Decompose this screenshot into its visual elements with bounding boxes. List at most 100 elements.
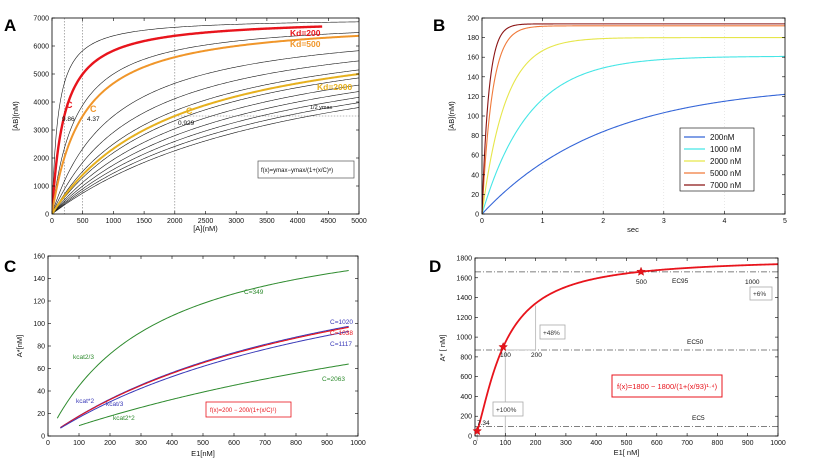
c-xlabel: E1[nM] bbox=[191, 449, 215, 458]
c-xtick-label: 500 bbox=[197, 440, 209, 447]
b-xtick-label: 3 bbox=[662, 218, 666, 225]
c-xtick-label: 300 bbox=[135, 440, 147, 447]
a-ytick-label: 0 bbox=[45, 212, 49, 219]
a-background-curve bbox=[52, 77, 359, 214]
d-ytick-label: 1000 bbox=[456, 335, 472, 342]
b-legend: 200nM 1000 nM 2000 nM 5000 nM 7000 nM bbox=[679, 127, 755, 192]
c-annot-c1038: C=1038 bbox=[330, 330, 353, 337]
c-annot-kcat2-3: kcat2/3 bbox=[73, 354, 94, 361]
a-ytick-label: 5000 bbox=[33, 72, 49, 79]
d-annot-200: 200 bbox=[531, 352, 542, 359]
d-point-label: 7.34 bbox=[477, 420, 490, 427]
d-axis-ticks: 0 100 200 300 400 500 600 700 800 900 1000 0 200 400 6… bbox=[456, 256, 785, 448]
b-ytick-label: 40 bbox=[471, 172, 479, 179]
d-xtick-label: 800 bbox=[712, 440, 724, 447]
c-axis-ticks: 0 100 200 300 400 500 600 700 800 900 1000 0 20 40 60 8… bbox=[33, 254, 366, 448]
b-legend-item: 2000 nM bbox=[710, 157, 741, 166]
a-series-line bbox=[52, 73, 359, 214]
c-ytick-label: 100 bbox=[33, 321, 45, 328]
d-xtick-label: 600 bbox=[651, 440, 663, 447]
c-xtick-label: 900 bbox=[321, 440, 333, 447]
c-xtick-label: 600 bbox=[228, 440, 240, 447]
a-ytick-label: 4000 bbox=[33, 100, 49, 107]
b-series-line bbox=[482, 93, 785, 214]
b-legend-item: 7000 nM bbox=[710, 181, 741, 190]
c-ytick-label: 160 bbox=[33, 254, 45, 261]
panel-c-label: C bbox=[4, 257, 16, 276]
d-level-ec5-label: EC5 bbox=[692, 415, 705, 422]
a-c-marker-kd200: C bbox=[66, 100, 73, 110]
d-annot-1000: 1000 bbox=[745, 279, 760, 286]
d-xtick-label: 1000 bbox=[770, 440, 786, 447]
b-series-line bbox=[482, 55, 785, 214]
b-ytick-label: 20 bbox=[471, 192, 479, 199]
d-annot-6pct: +6% bbox=[753, 291, 766, 298]
c-series-line bbox=[60, 325, 349, 428]
d-xtick-label: 900 bbox=[742, 440, 754, 447]
a-ylabel: [AB](nM) bbox=[11, 101, 20, 131]
c-xtick-label: 1000 bbox=[350, 440, 366, 447]
a-c-value-kd2000: 0.929 bbox=[178, 120, 195, 127]
d-ytick-label: 1800 bbox=[456, 256, 472, 263]
c-curves bbox=[56, 270, 349, 429]
c-series-line bbox=[56, 270, 349, 419]
d-formula-box bbox=[611, 374, 723, 398]
a-legend-kd2000: Kd=2000 bbox=[317, 82, 352, 92]
a-ytick-label: 7000 bbox=[33, 16, 49, 23]
a-background-curve bbox=[52, 97, 359, 214]
a-axis-ticks: 0 500 1000 1500 2000 2500 3000 3500 4000 4500 5000… bbox=[33, 16, 366, 226]
d-xtick-label: 700 bbox=[681, 440, 693, 447]
a-xtick-label: 4000 bbox=[290, 218, 306, 225]
panel-d: D 0 100 200 300 400 500 600 700 800 900 1000 0 200 40… bbox=[429, 256, 786, 458]
b-ytick-label: 140 bbox=[467, 74, 479, 81]
b-ytick-label: 0 bbox=[475, 212, 479, 219]
c-ytick-label: 20 bbox=[37, 411, 45, 418]
c-formula: f(x)=200 − 200/(1+(x/C)¹) bbox=[210, 408, 277, 414]
c-annot-kcat-x2: kcat*2 bbox=[76, 398, 94, 405]
panel-c: C 0 100 200 300 400 500 600 700 800 900 1000 0 20 40 6… bbox=[4, 254, 366, 459]
a-background-curve bbox=[52, 21, 359, 214]
d-formula: f(x)=1800 − 1800/(1+(x/93)¹·⁴) bbox=[617, 382, 718, 391]
b-ytick-label: 120 bbox=[467, 94, 479, 101]
c-annot-c2063: C=2063 bbox=[322, 376, 345, 383]
d-xlabel: E1[ nM] bbox=[614, 448, 640, 457]
d-ytick-label: 800 bbox=[460, 354, 472, 361]
panel-d-label: D bbox=[429, 257, 441, 276]
a-c-marker-kd2000: C bbox=[186, 106, 193, 116]
a-xtick-label: 1500 bbox=[136, 218, 152, 225]
d-level-lines bbox=[475, 261, 779, 441]
d-ytick-label: 400 bbox=[460, 394, 472, 401]
b-ytick-label: 80 bbox=[471, 133, 479, 140]
c-xtick-label: 800 bbox=[290, 440, 302, 447]
d-xtick-label: 400 bbox=[590, 440, 602, 447]
d-curve bbox=[476, 263, 778, 432]
c-formula-box bbox=[205, 401, 292, 418]
a-c-value-kd500: 4.37 bbox=[87, 116, 100, 123]
a-xtick-label: 500 bbox=[77, 218, 89, 225]
a-xtick-label: 4500 bbox=[321, 218, 337, 225]
d-box-48pct bbox=[539, 324, 566, 340]
b-series-line bbox=[482, 23, 785, 214]
c-xtick-label: 200 bbox=[104, 440, 116, 447]
c-ylabel: A*[nM] bbox=[15, 335, 24, 358]
b-axis-ticks: 0 1 2 3 4 5 0 20 40 60 80 100 120 140 160 180 200 bbox=[467, 16, 787, 226]
a-ytick-label: 3000 bbox=[33, 128, 49, 135]
a-background-curve bbox=[52, 60, 359, 214]
b-ytick-label: 160 bbox=[467, 55, 479, 62]
b-xlabel: sec bbox=[627, 225, 639, 234]
b-ytick-label: 200 bbox=[467, 16, 479, 23]
a-background-curve bbox=[52, 107, 359, 214]
b-series-line bbox=[482, 37, 785, 214]
panel-b-label: B bbox=[433, 16, 445, 35]
c-series-line bbox=[78, 363, 349, 427]
d-series-line bbox=[476, 263, 778, 432]
c-xtick-label: 700 bbox=[259, 440, 271, 447]
a-background-curves bbox=[52, 21, 359, 214]
b-xtick-label: 1 bbox=[541, 218, 545, 225]
a-xtick-label: 1000 bbox=[106, 218, 122, 225]
b-ytick-label: 180 bbox=[467, 35, 479, 42]
c-xtick-label: 0 bbox=[46, 440, 50, 447]
b-legend-item: 5000 nM bbox=[710, 169, 741, 178]
c-ytick-label: 80 bbox=[37, 344, 45, 351]
